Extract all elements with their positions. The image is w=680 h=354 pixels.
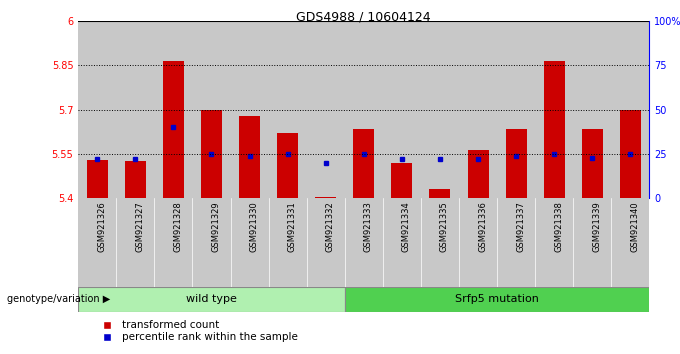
Bar [307,198,345,289]
Bar [116,198,154,289]
Bar [620,110,641,198]
Bar [154,21,192,198]
Bar [87,160,107,198]
Bar [383,21,421,198]
Text: GSM921339: GSM921339 [592,201,601,252]
Bar [430,189,450,198]
Bar [163,61,184,198]
Bar [78,198,116,289]
Text: GSM921333: GSM921333 [364,201,373,252]
Bar [573,198,611,289]
Text: Srfp5 mutation: Srfp5 mutation [455,294,539,304]
Bar [582,129,602,198]
Text: GSM921326: GSM921326 [97,201,106,252]
Bar [269,21,307,198]
Bar [611,21,649,198]
Bar [78,287,345,312]
Bar [354,129,374,198]
Text: GSM921328: GSM921328 [173,201,182,252]
Bar [383,198,421,289]
Text: GSM921340: GSM921340 [630,201,639,252]
Bar [201,110,222,198]
Bar [307,21,345,198]
Bar [269,198,307,289]
Bar [192,198,231,289]
Bar [468,149,488,198]
Text: GSM921335: GSM921335 [440,201,449,252]
Bar [611,198,649,289]
Bar [345,21,383,198]
Bar [154,198,192,289]
Text: GSM921329: GSM921329 [211,201,220,252]
Text: GSM921334: GSM921334 [402,201,411,252]
Bar [459,21,497,198]
Bar [459,198,497,289]
Bar [421,21,459,198]
Bar [231,198,269,289]
Bar [506,129,526,198]
Bar [345,198,383,289]
Bar [392,163,412,198]
Bar [277,133,298,198]
Bar [316,197,336,198]
Text: GSM921332: GSM921332 [326,201,335,252]
Bar [239,116,260,198]
Text: GSM921330: GSM921330 [250,201,258,252]
Bar [231,21,269,198]
Text: GSM921337: GSM921337 [516,201,525,252]
Text: GSM921331: GSM921331 [288,201,296,252]
Text: GSM921338: GSM921338 [554,201,563,252]
Bar [497,21,535,198]
Bar [497,198,535,289]
Text: wild type: wild type [186,294,237,304]
Legend: transformed count, percentile rank within the sample: transformed count, percentile rank withi… [97,320,298,342]
Bar [125,161,146,198]
Text: GSM921327: GSM921327 [135,201,144,252]
Text: GDS4988 / 10604124: GDS4988 / 10604124 [296,11,431,24]
Bar [544,61,564,198]
Text: GSM921336: GSM921336 [478,201,487,252]
Bar [535,21,573,198]
Bar [78,21,116,198]
Bar [192,21,231,198]
Text: genotype/variation ▶: genotype/variation ▶ [7,294,110,304]
Bar [421,198,459,289]
Bar [345,287,649,312]
Bar [116,21,154,198]
Bar [535,198,573,289]
Bar [573,21,611,198]
